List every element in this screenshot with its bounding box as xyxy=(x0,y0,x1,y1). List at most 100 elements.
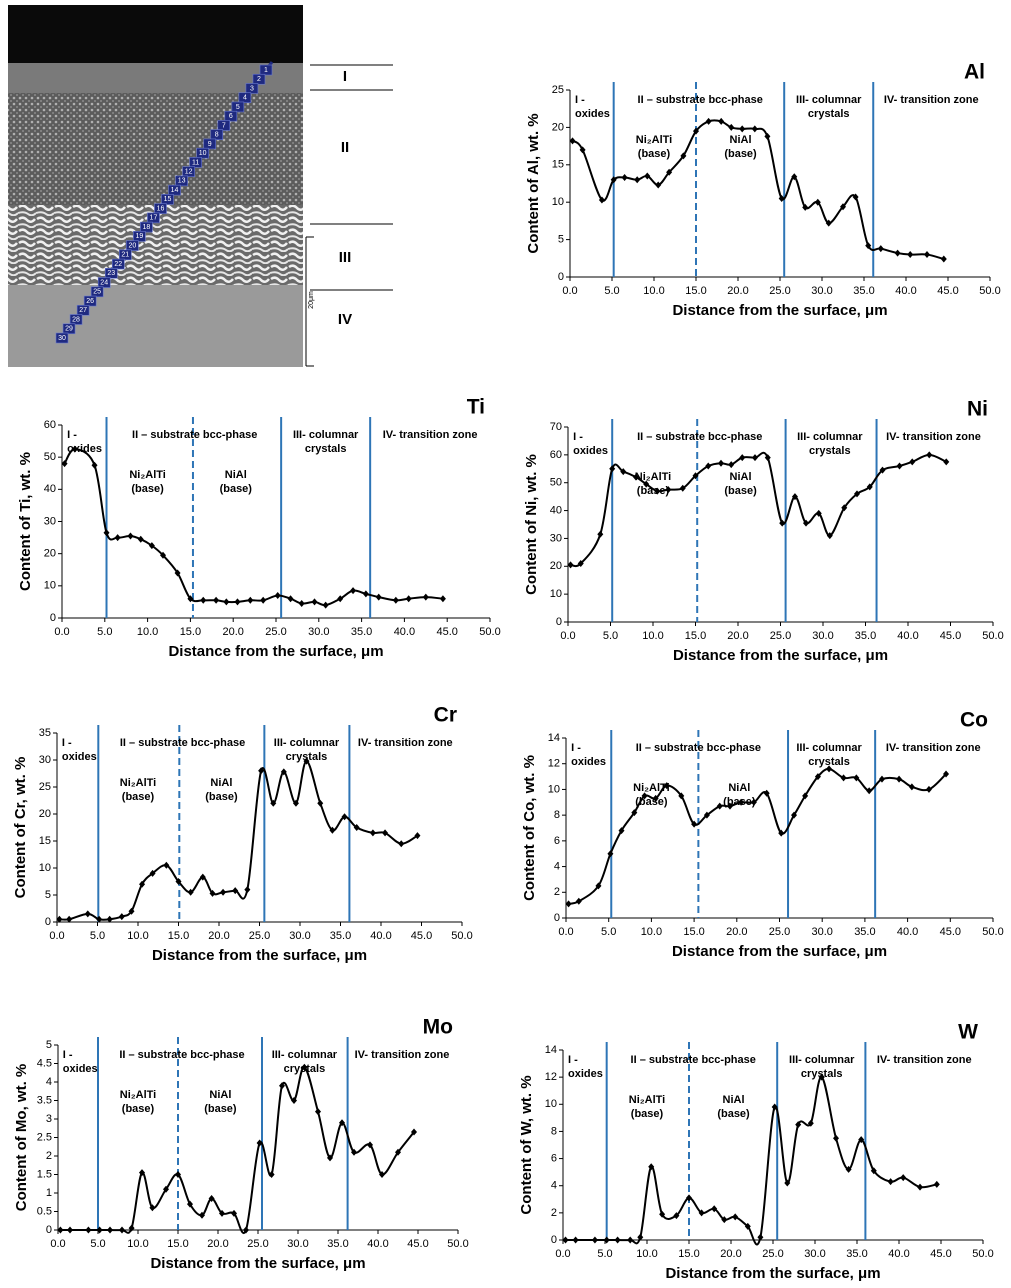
data-point xyxy=(160,551,167,559)
data-point xyxy=(826,765,833,773)
data-point xyxy=(287,595,294,603)
point-box xyxy=(76,304,90,316)
data-point xyxy=(691,820,698,828)
annotation: (base) xyxy=(220,483,253,495)
data-point xyxy=(778,829,785,837)
point-box xyxy=(210,129,224,140)
point-label: 23 xyxy=(107,270,115,277)
x-tick-label: 5.0 xyxy=(597,1248,612,1260)
annotation: (base) xyxy=(637,485,670,497)
data-point xyxy=(764,454,771,462)
data-point xyxy=(718,459,724,467)
x-tick-label: 0.0 xyxy=(555,1248,570,1260)
x-tick-label: 20.0 xyxy=(208,930,229,942)
annotation: oxides xyxy=(571,756,606,768)
x-tick-label: 5.0 xyxy=(97,626,112,638)
data-point xyxy=(232,887,239,895)
x-tick-label: 50.0 xyxy=(982,630,1003,642)
data-point xyxy=(666,168,673,176)
y-tick-label: 10 xyxy=(552,196,564,208)
data-point xyxy=(362,590,369,598)
x-tick-label: 15.0 xyxy=(167,1238,188,1250)
data-point xyxy=(791,173,798,181)
x-tick-label: 15.0 xyxy=(683,926,704,938)
point-box xyxy=(140,221,153,233)
data-point xyxy=(57,1226,64,1234)
data-point xyxy=(634,176,641,184)
y-tick-label: 10 xyxy=(550,588,562,600)
x-tick-label: 15.0 xyxy=(685,285,706,297)
x-tick-label: 25.0 xyxy=(762,1248,783,1260)
data-point xyxy=(705,462,712,470)
y-tick-label: 10 xyxy=(545,1098,557,1110)
data-point xyxy=(933,1180,940,1188)
point-label: 11 xyxy=(192,159,199,166)
annotation: I - xyxy=(67,429,77,441)
data-point xyxy=(716,802,723,810)
chart-title: Cr xyxy=(434,704,457,727)
y-tick-label: 6 xyxy=(554,835,560,847)
annotation: Ni₂AlTi xyxy=(120,1089,156,1101)
point-box xyxy=(196,147,209,159)
y-tick-label: 5 xyxy=(558,234,564,246)
point-box xyxy=(161,194,174,205)
data-line xyxy=(568,767,947,905)
annotation: crystals xyxy=(305,443,347,455)
data-point xyxy=(840,774,847,782)
data-point xyxy=(728,123,735,131)
annotation: oxides xyxy=(575,108,610,120)
data-point xyxy=(353,824,360,831)
data-point xyxy=(926,451,933,459)
data-point xyxy=(234,598,241,606)
data-point xyxy=(258,767,265,775)
data-point xyxy=(609,465,616,473)
chart-title: Ni xyxy=(967,398,988,421)
data-point xyxy=(631,809,638,817)
x-axis-label: Distance from the surface, μm xyxy=(152,947,367,964)
x-tick-label: 20.0 xyxy=(720,1248,741,1260)
data-point xyxy=(209,889,216,897)
data-point xyxy=(678,792,685,800)
annotation: III- columnar xyxy=(789,1054,855,1066)
y-axis-label: Content of Mo, wt. % xyxy=(13,1064,30,1211)
x-tick-label: 50.0 xyxy=(479,626,500,638)
x-tick-label: 25.0 xyxy=(769,285,790,297)
x-tick-label: 30.0 xyxy=(811,926,832,938)
data-point xyxy=(614,1236,621,1244)
y-axis-label: Content of Co, wt. % xyxy=(521,755,538,901)
y-tick-label: 10 xyxy=(44,580,56,592)
data-point xyxy=(637,1233,644,1241)
x-tick-label: 5.0 xyxy=(90,1238,105,1250)
x-tick-label: 40.0 xyxy=(888,1248,909,1260)
data-point xyxy=(405,595,412,603)
y-tick-label: 0 xyxy=(50,612,56,624)
data-point xyxy=(925,785,932,793)
y-tick-label: 25 xyxy=(39,781,51,793)
data-point xyxy=(618,827,625,835)
point-box xyxy=(55,332,69,344)
data-point xyxy=(705,117,712,125)
x-tick-label: 35.0 xyxy=(327,1238,348,1250)
data-point xyxy=(940,255,947,263)
scale-bar: 20μm xyxy=(308,291,315,309)
annotation: I - xyxy=(568,1054,578,1066)
data-point xyxy=(96,915,103,923)
x-tick-label: 45.0 xyxy=(940,630,961,642)
data-point xyxy=(199,1211,205,1219)
data-point xyxy=(698,1209,705,1217)
point-label: 28 xyxy=(72,316,80,323)
data-line xyxy=(571,119,945,261)
data-point xyxy=(61,460,68,468)
data-point xyxy=(757,1233,764,1241)
data-point xyxy=(350,587,357,595)
data-point xyxy=(621,174,628,182)
data-point xyxy=(907,251,914,259)
annotation: (base) xyxy=(724,148,757,160)
data-point xyxy=(795,1121,802,1129)
x-tick-label: 10.0 xyxy=(137,626,158,638)
data-point xyxy=(175,878,182,885)
chart: 0 2 4 6 8 10 12 14 0.0 5.0 10.0 15.0 20.0 25.0 30.0 35.… xyxy=(521,709,1004,960)
y-tick-label: 8 xyxy=(551,1125,557,1137)
data-point xyxy=(711,1205,718,1213)
